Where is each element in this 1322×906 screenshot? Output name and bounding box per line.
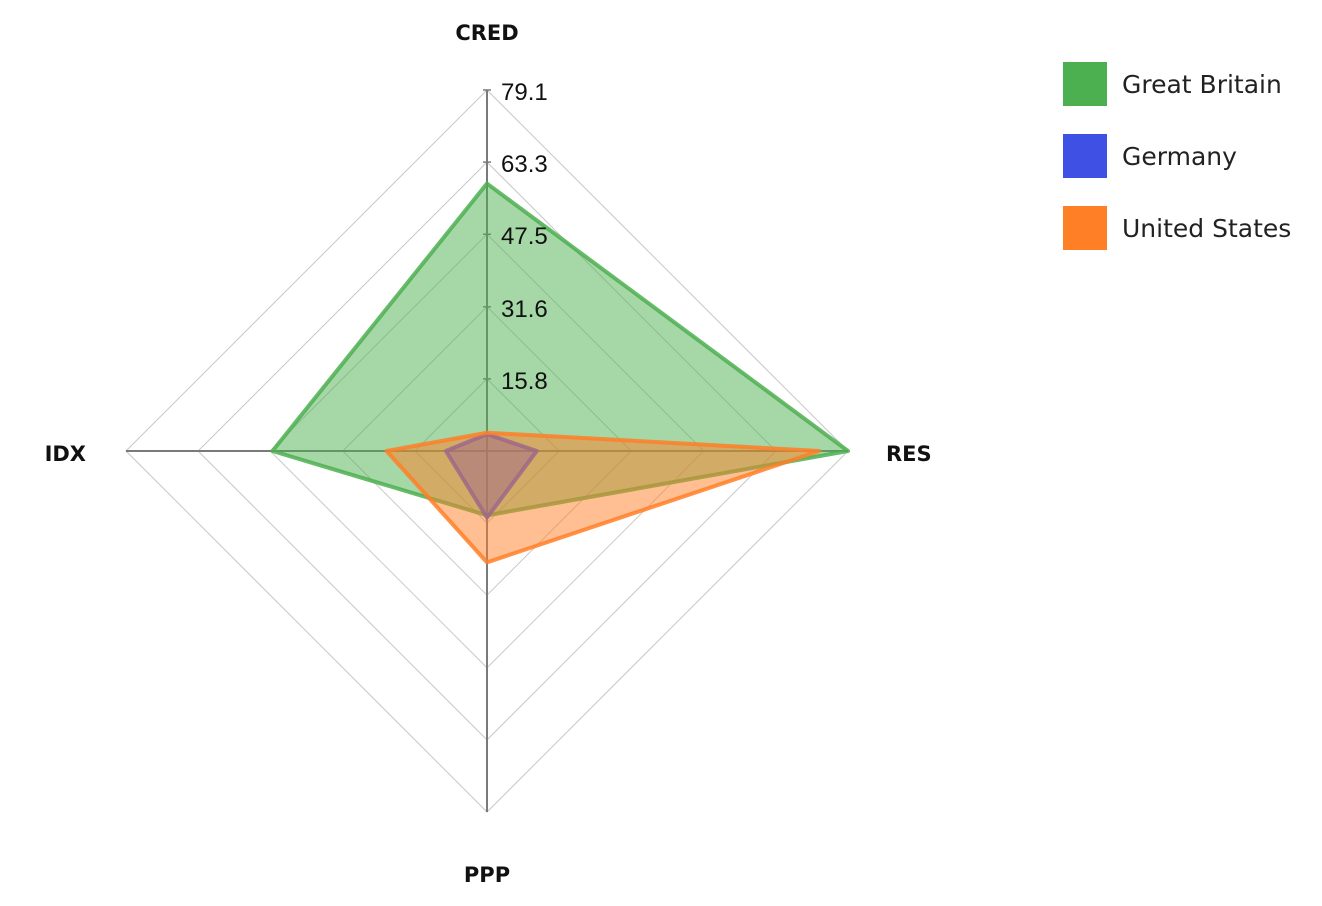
- legend-item-united-states: United States: [1063, 206, 1313, 250]
- legend-item-great-britain: Great Britain: [1063, 62, 1313, 106]
- legend-swatch-germany: [1063, 134, 1107, 178]
- legend-swatch-great-britain: [1063, 62, 1107, 106]
- legend-label-germany: Germany: [1122, 141, 1237, 171]
- tick-label-3: 47.5: [501, 223, 548, 250]
- axis-label-idx: IDX: [45, 442, 86, 466]
- tick-label-4: 63.3: [501, 151, 548, 178]
- series-area-united-states: [384, 430, 822, 565]
- radial-tick-labels: 15.8 31.6 47.5 63.3 79.1: [501, 79, 548, 395]
- radar-series: [270, 181, 850, 565]
- legend-swatch-united-states: [1063, 206, 1107, 250]
- legend-label-great-britain: Great Britain: [1122, 69, 1282, 99]
- axis-labels: CRED RES PPP IDX: [45, 21, 932, 887]
- legend: Great Britain Germany United States: [1063, 62, 1313, 278]
- axis-label-cred: CRED: [455, 21, 518, 45]
- axis-label-ppp: PPP: [464, 863, 510, 887]
- tick-label-2: 31.6: [501, 296, 548, 323]
- axis-label-res: RES: [886, 442, 932, 466]
- tick-label-1: 15.8: [501, 368, 548, 395]
- legend-label-united-states: United States: [1122, 213, 1292, 243]
- tick-label-5: 79.1: [501, 79, 548, 106]
- legend-item-germany: Germany: [1063, 134, 1313, 178]
